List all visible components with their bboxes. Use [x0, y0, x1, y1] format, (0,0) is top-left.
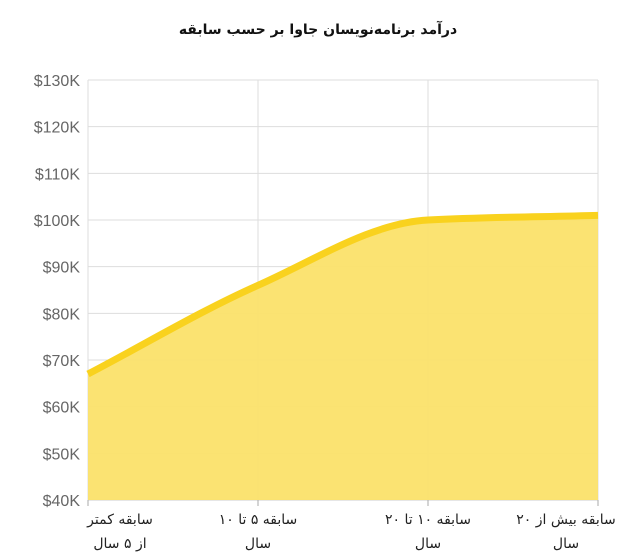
y-tick-label: $130K [34, 73, 81, 90]
x-tick-label: سابقه ۱۰ تا ۲۰ سال [385, 512, 471, 552]
y-tick-label: $40K [43, 493, 81, 510]
x-tick-label: سابقه کمتر از ۵ سال [86, 512, 153, 552]
chart-title: درآمد برنامه‌نویسان جاوا بر حسب سابقه [178, 22, 458, 38]
y-axis: $40K $50K $60K $70K $80K $90K $100K $110K $120K $… [34, 73, 81, 510]
y-tick-label: $50K [43, 446, 81, 463]
y-tick-label: $60K [43, 400, 81, 417]
series-line [86, 211, 599, 378]
y-tick-label: $100K [34, 213, 81, 230]
x-tick-label: سابقه ۵ تا ۱۰ سال [219, 512, 298, 552]
y-tick-label: $70K [43, 353, 81, 370]
y-tick-label: $110K [35, 166, 80, 183]
y-tick-label: $120K [34, 120, 81, 137]
area-layer [86, 211, 599, 501]
x-tick-label: سابقه بیش از ۲۰ سال [516, 512, 616, 552]
x-axis: سابقه کمتر از ۵ سال سابقه ۵ تا ۱۰ سال سابقه … [86, 500, 616, 552]
y-tick-label: $80K [43, 306, 81, 323]
y-tick-label: $90K [43, 260, 81, 277]
series-area [88, 215, 598, 501]
